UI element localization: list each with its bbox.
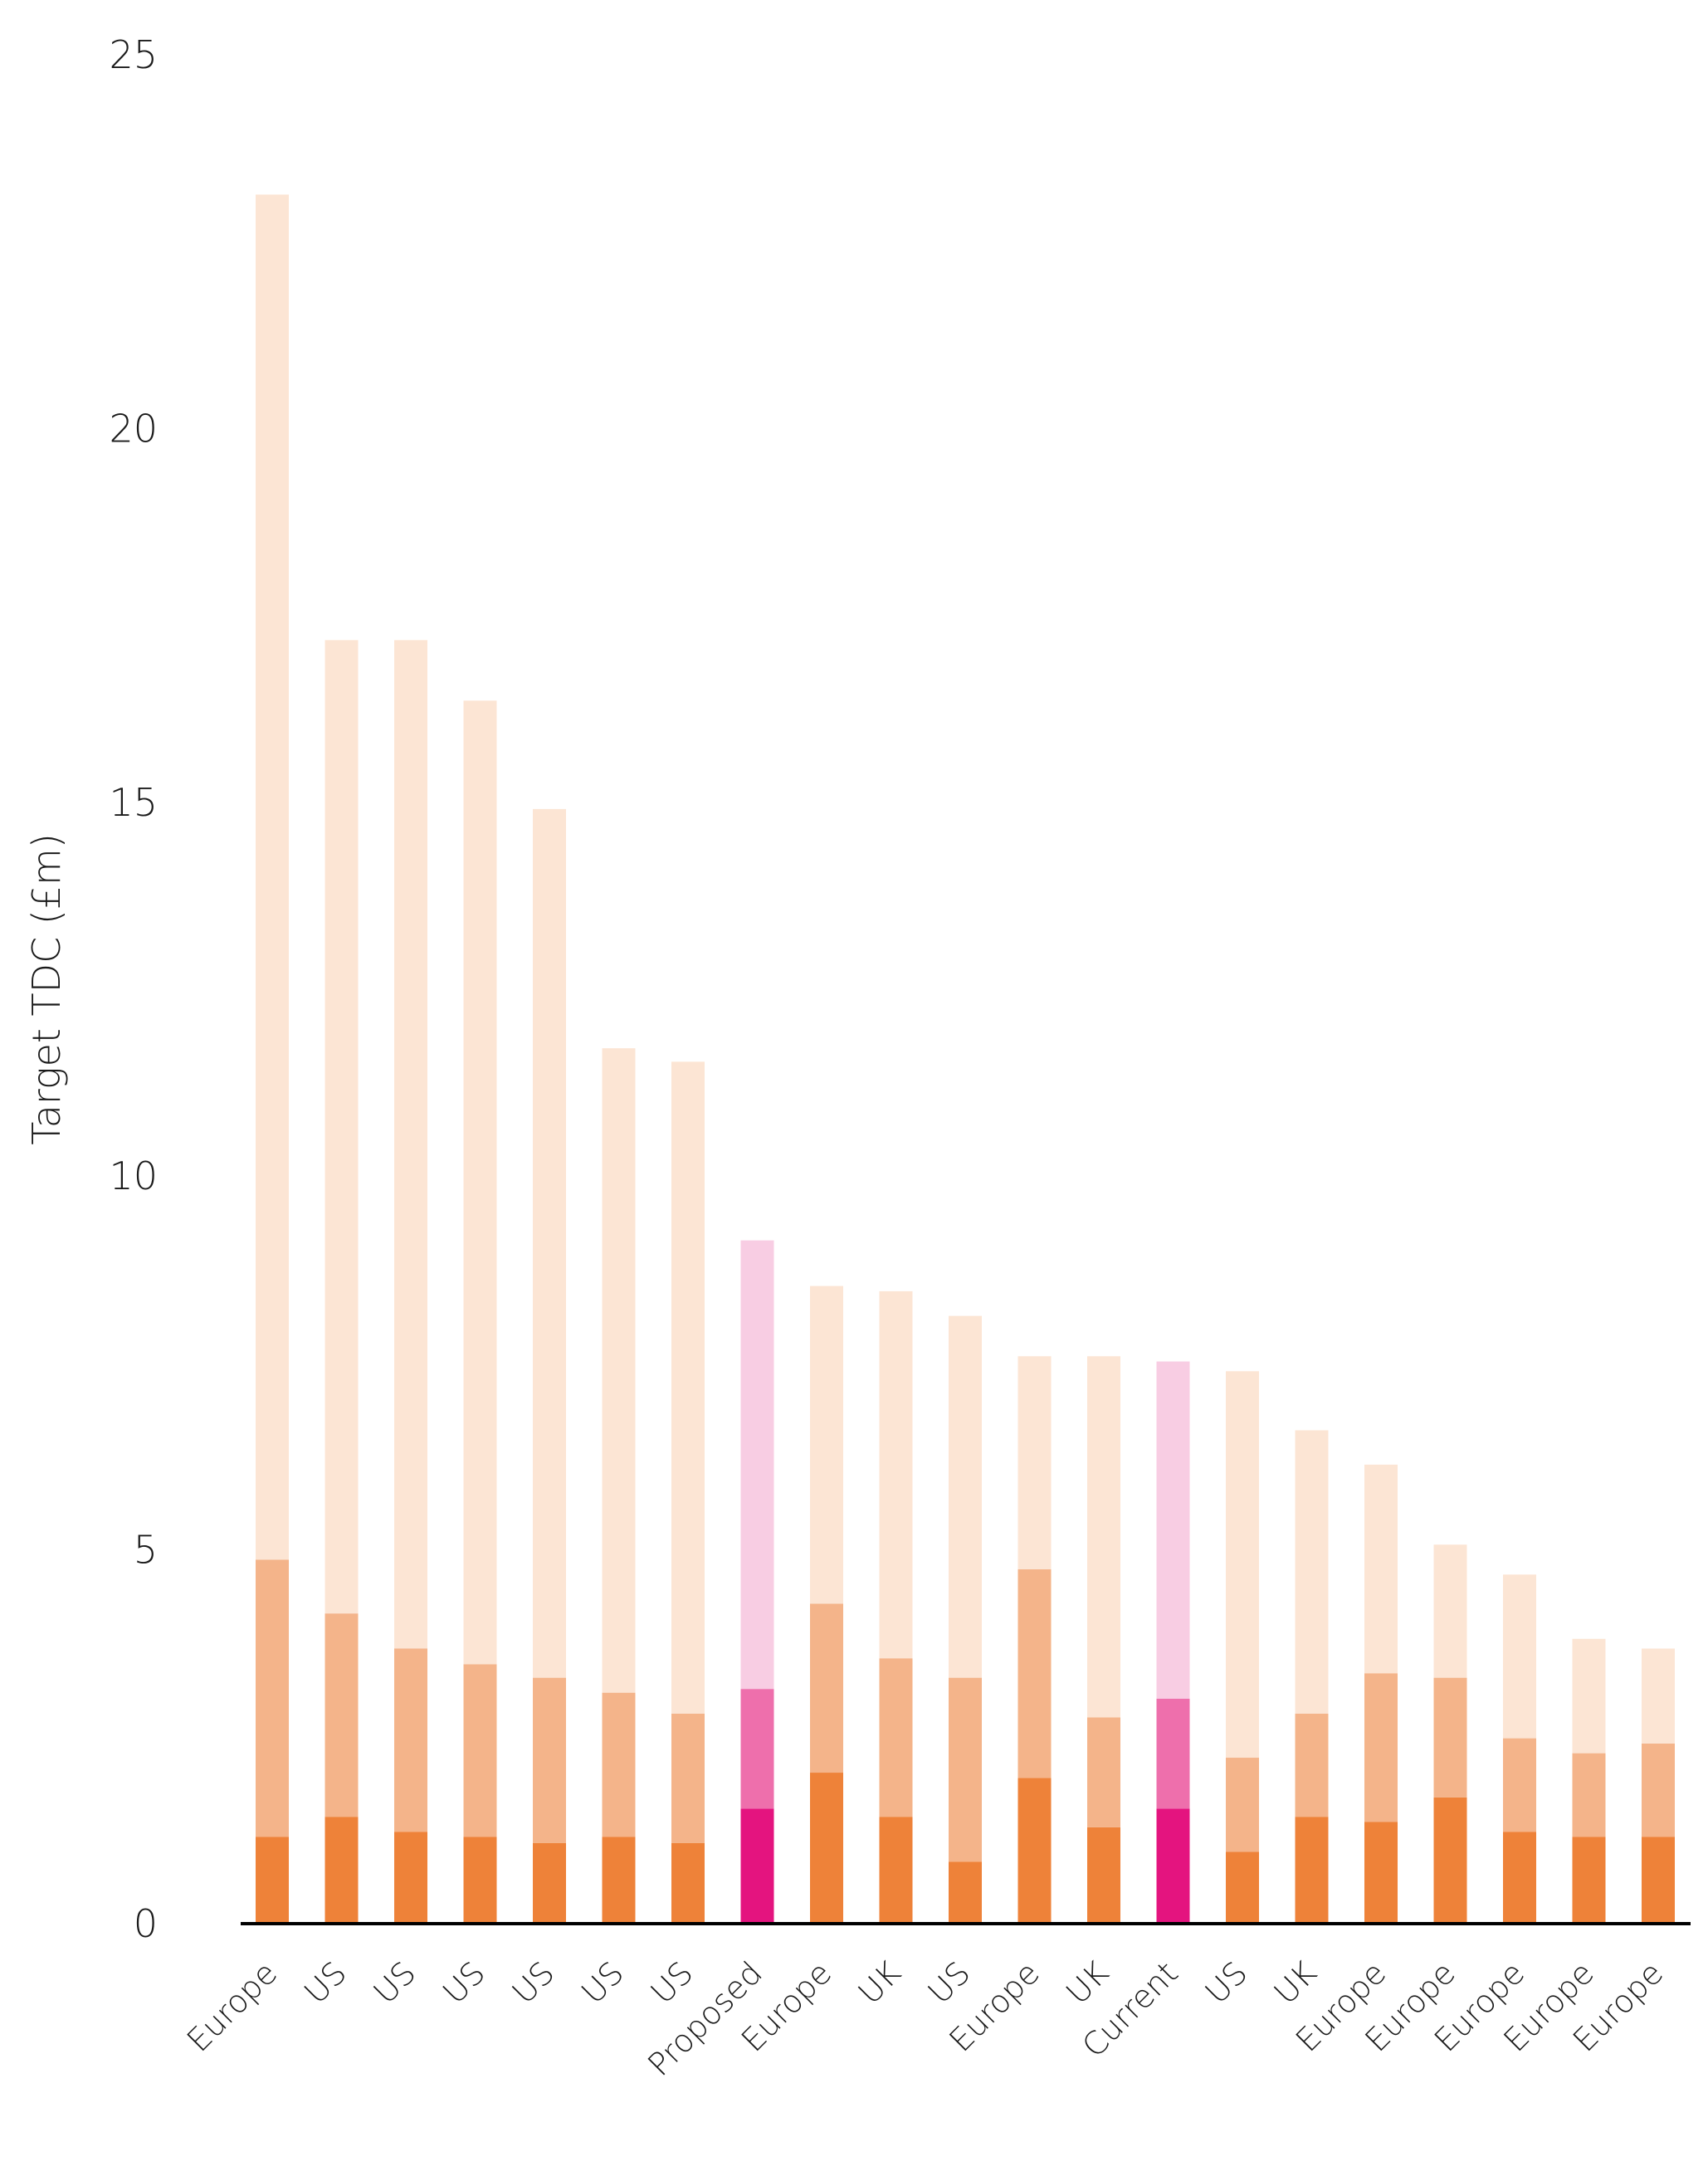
bar-segment <box>1364 1464 1398 1674</box>
bar-segment <box>949 1861 982 1924</box>
bar-segment <box>1017 1569 1052 1778</box>
bar-segment <box>1503 1738 1536 1832</box>
bar-segment <box>949 1677 982 1862</box>
bar-segment <box>533 808 566 1678</box>
bar-segment <box>1503 1832 1536 1924</box>
bar-segment <box>1433 1677 1467 1798</box>
x-tick-label: US <box>505 1954 562 2011</box>
y-axis-label: Target TDC (£m) <box>24 833 69 1145</box>
bar-segment <box>394 1648 427 1832</box>
bar-segment <box>1642 1648 1675 1744</box>
x-tick-label: UK <box>1266 1954 1323 2011</box>
x-tick-label: UK <box>851 1954 907 2011</box>
bar-segment <box>1017 1778 1052 1924</box>
x-tick-label: US <box>367 1954 423 2011</box>
bar-segment <box>1226 1758 1259 1852</box>
bar-segment <box>325 1613 359 1817</box>
bar-segment <box>256 194 289 1560</box>
bar-segment <box>1364 1673 1398 1822</box>
bar-segment <box>1156 1698 1190 1809</box>
bar-segment <box>463 1837 497 1924</box>
bar-segment <box>1156 1808 1190 1924</box>
bar-segment <box>671 1713 705 1843</box>
bar-segment <box>1017 1356 1052 1570</box>
y-tick-label: 15 <box>109 780 158 825</box>
bar-segment <box>463 1664 497 1837</box>
bar-segment <box>810 1773 843 1924</box>
bar-segment <box>602 1837 636 1924</box>
y-tick-label: 10 <box>109 1154 158 1198</box>
bar-segment <box>810 1603 843 1773</box>
y-tick-label: 25 <box>109 32 158 77</box>
y-tick-label: 0 <box>134 1901 158 1946</box>
bar-segment <box>1572 1753 1606 1837</box>
bar-segment <box>1572 1638 1606 1754</box>
bar-segment <box>671 1842 705 1924</box>
bar-segment <box>1295 1713 1329 1817</box>
bar-segment <box>740 1808 774 1924</box>
bar-segment <box>463 700 497 1665</box>
bar-segment <box>810 1285 843 1604</box>
bar-segment <box>325 1817 359 1924</box>
x-tick-label: US <box>297 1954 354 2011</box>
bar-segment <box>1503 1574 1536 1739</box>
bar-segment <box>1156 1361 1190 1699</box>
x-tick-label: US <box>1198 1954 1255 2011</box>
bar-segment <box>394 640 427 1649</box>
y-tick-label: 20 <box>109 406 158 451</box>
bar-segment <box>1226 1371 1259 1759</box>
bar-segment <box>879 1817 913 1924</box>
bar-segment <box>1364 1822 1398 1924</box>
bar-segment <box>533 1842 566 1924</box>
x-tick-label: US <box>921 1954 978 2011</box>
x-tick-label: Europe <box>180 1954 285 2059</box>
bar-segment <box>1087 1356 1120 1718</box>
bar-segment <box>1433 1544 1467 1678</box>
bar-segment <box>1226 1851 1259 1924</box>
x-tick-label: US <box>574 1954 631 2011</box>
bar-segment <box>1572 1837 1606 1924</box>
bar-segment <box>325 640 359 1614</box>
bar-segment <box>740 1689 774 1809</box>
bar-segment <box>394 1832 427 1924</box>
bar-segment <box>256 1559 289 1837</box>
bar-segment <box>879 1658 913 1817</box>
bar-segment <box>1295 1430 1329 1714</box>
bar-segment <box>1642 1743 1675 1837</box>
bar-segment <box>1642 1837 1675 1924</box>
bar-segment <box>879 1290 913 1659</box>
bar-segment <box>533 1677 566 1843</box>
bar-segment <box>1433 1797 1467 1924</box>
x-tick-label: UK <box>1059 1954 1115 2011</box>
bar-segment <box>1087 1717 1120 1827</box>
bar-segment <box>1087 1827 1120 1924</box>
x-tick-label: US <box>644 1954 700 2011</box>
bar-segment <box>256 1837 289 1924</box>
bar-segment <box>602 1048 636 1693</box>
bar-segment <box>671 1061 705 1714</box>
bar-segment <box>1295 1817 1329 1924</box>
bar-segment <box>949 1315 982 1678</box>
x-tick-label: US <box>436 1954 492 2011</box>
bar-segment <box>602 1692 636 1837</box>
bar-segment <box>740 1240 774 1690</box>
y-tick-label: 5 <box>134 1528 158 1573</box>
